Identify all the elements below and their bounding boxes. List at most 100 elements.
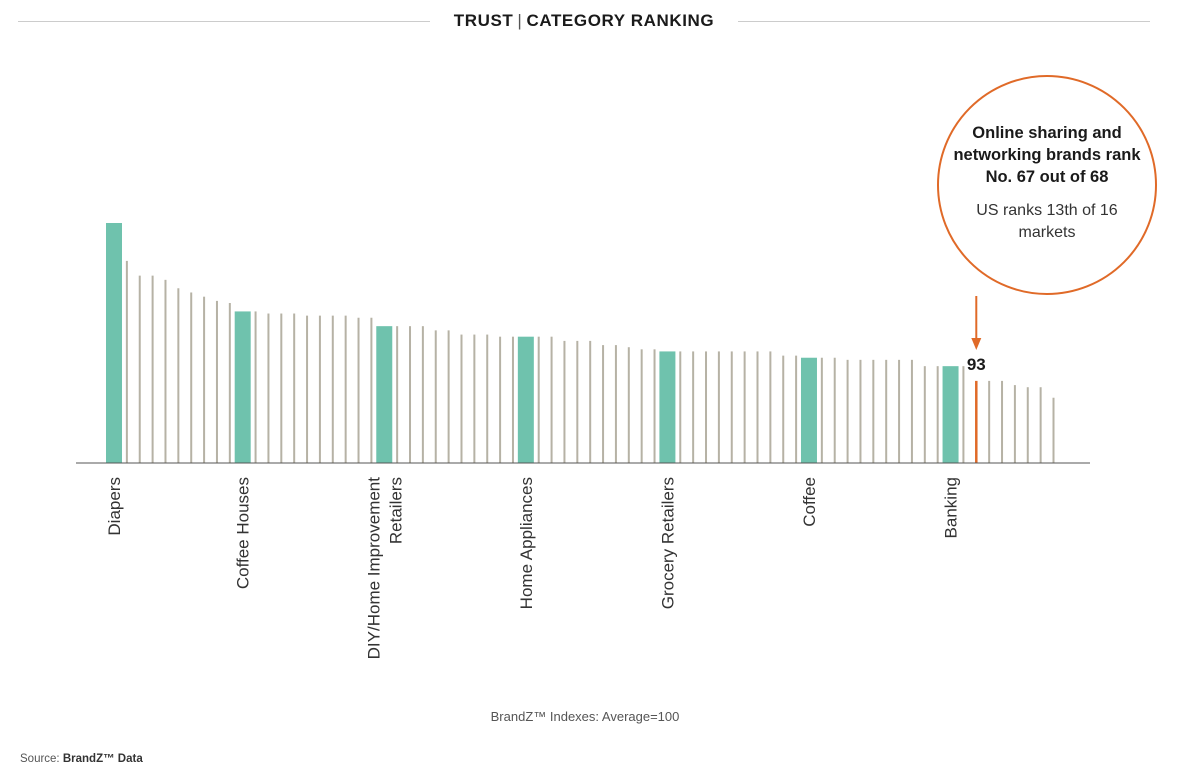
bar: [331, 315, 334, 463]
bar: [267, 313, 270, 463]
bar: [138, 275, 141, 463]
callout-subtext: US ranks 13th of 16 markets: [976, 202, 1118, 241]
bar: [357, 317, 360, 463]
bar: [164, 279, 167, 463]
bar-online-sharing: [975, 380, 978, 463]
category-label: Coffee: [800, 477, 819, 527]
bar: [627, 347, 630, 463]
bar: [151, 275, 154, 463]
bar: [743, 351, 746, 463]
bar: [1052, 397, 1055, 463]
category-label: Banking: [942, 477, 961, 538]
bar: [885, 359, 888, 463]
bar-highlighted: [942, 366, 959, 463]
bar: [486, 334, 489, 463]
bar: [280, 313, 283, 463]
bar: [1013, 385, 1016, 463]
bar: [409, 326, 412, 463]
bar: [228, 303, 231, 463]
callout-circle: Online sharing and networking brands ran…: [937, 75, 1157, 295]
bar: [499, 336, 502, 463]
bar: [820, 357, 823, 463]
bar: [730, 351, 733, 463]
source-label: Source:: [20, 753, 60, 765]
chart-title-left: TRUST: [453, 11, 514, 30]
bar-highlighted: [106, 223, 122, 463]
bar: [511, 336, 514, 463]
chart-title: TRUST | CATEGORY RANKING: [430, 11, 738, 31]
bar: [550, 336, 553, 463]
bar: [910, 359, 913, 463]
source-value: BrandZ™ Data: [62, 753, 143, 765]
bar: [988, 380, 991, 463]
bar: [756, 351, 759, 463]
chart-title-separator: |: [517, 11, 523, 30]
index-footnote: BrandZ™ Indexes: Average=100: [490, 709, 680, 724]
bar: [460, 334, 463, 463]
bar: [846, 359, 849, 463]
bars-group: [106, 223, 1055, 463]
bar: [1001, 380, 1004, 463]
bar: [795, 355, 798, 463]
category-label: Retailers: [386, 477, 405, 544]
bar: [434, 330, 437, 463]
bar: [563, 340, 566, 463]
bar: [679, 351, 682, 463]
bar: [923, 366, 926, 463]
title-rule-right: [738, 21, 1150, 22]
bar: [293, 313, 296, 463]
highlighted-value-label: 93: [967, 355, 986, 374]
bar: [602, 345, 605, 463]
bar: [318, 315, 321, 463]
bar-highlighted: [659, 351, 676, 463]
category-label: Home Appliances: [517, 477, 536, 609]
title-rule-left: [18, 21, 430, 22]
bar: [589, 340, 592, 463]
bar: [190, 292, 193, 463]
bar: [215, 300, 218, 463]
category-label: DIY/Home Improvement: [364, 477, 383, 660]
bar: [653, 349, 656, 463]
callout-headline: Online sharing and networking brands ran…: [953, 124, 1141, 186]
bar: [344, 315, 347, 463]
bar-highlighted: [376, 326, 393, 463]
bar: [705, 351, 708, 463]
bar-highlighted: [517, 336, 534, 463]
bar: [1026, 387, 1029, 463]
bar: [898, 359, 901, 463]
bar: [447, 330, 450, 463]
bar: [473, 334, 476, 463]
bar: [717, 351, 720, 463]
callout-arrow-head: [971, 338, 982, 350]
bar-highlighted: [800, 357, 817, 463]
bar: [769, 351, 772, 463]
source-note: Source: BrandZ™ Data: [20, 753, 143, 765]
bar: [833, 357, 836, 463]
bar: [421, 326, 424, 463]
bar: [936, 366, 939, 463]
bar-highlighted: [234, 311, 251, 463]
category-labels-group: Diapers Coffee Houses DIY/Home Improvement…: [105, 477, 961, 660]
bar: [576, 340, 579, 463]
category-label: Diapers: [105, 477, 124, 536]
bar: [614, 345, 617, 463]
chart-title-right: CATEGORY RANKING: [526, 11, 715, 30]
category-label: Grocery Retailers: [658, 477, 677, 609]
bar: [859, 359, 862, 463]
bar: [872, 359, 875, 463]
bar: [125, 260, 128, 463]
category-label: Coffee Houses: [234, 477, 253, 589]
bar: [306, 315, 309, 463]
bar: [203, 296, 206, 463]
bar: [692, 351, 695, 463]
bar: [254, 311, 257, 463]
bar: [1039, 387, 1042, 463]
bar: [396, 326, 399, 463]
bar: [537, 336, 540, 463]
bar: [640, 349, 643, 463]
bar: [370, 317, 373, 463]
bar: [177, 288, 180, 463]
bar: [782, 355, 785, 463]
bar: [962, 366, 965, 463]
